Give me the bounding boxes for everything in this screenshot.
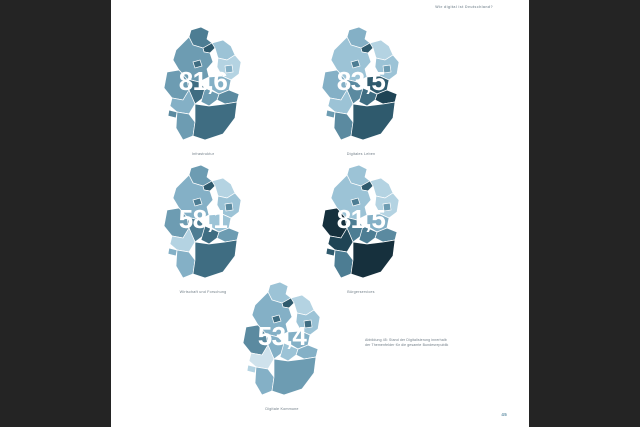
- region-baden-wuerttemberg: [333, 249, 354, 279]
- region-saarland: [325, 109, 336, 119]
- page-number: 45: [501, 412, 507, 417]
- region-thueringen: [358, 225, 378, 245]
- germany-map: 58,1: [143, 160, 263, 288]
- map-label: Digitale Kommune: [265, 407, 299, 411]
- map-cell-wirtschaft-forschung: 58,1 Wirtschaft und Forschung: [143, 160, 263, 294]
- germany-map: 81,6: [143, 22, 263, 150]
- region-saarland: [167, 247, 178, 257]
- germany-map: 81,5: [301, 160, 421, 288]
- map-label: Digitales Leben: [346, 152, 376, 156]
- region-baden-wuerttemberg: [175, 249, 196, 279]
- map-label: Wirtschaft und Forschung: [179, 290, 227, 294]
- region-thueringen: [358, 87, 378, 107]
- map-cell-buergerservices: 81,5 Bürgerservices: [301, 160, 421, 294]
- region-thueringen: [200, 87, 220, 107]
- map-cell-digitale-kommune: 53,4 Digitale Kommune: [222, 277, 342, 411]
- region-bremen: [271, 314, 282, 324]
- region-berlin: [224, 202, 234, 212]
- region-saarland: [167, 109, 178, 119]
- map-label: Infrastruktur: [191, 152, 215, 156]
- region-bayern: [271, 356, 317, 396]
- region-thueringen: [279, 342, 299, 362]
- region-saarland: [325, 247, 336, 257]
- page-header: Wie digital ist Deutschland?: [435, 5, 493, 9]
- region-berlin: [382, 64, 392, 74]
- region-bremen: [192, 197, 203, 207]
- germany-map: 83,5: [301, 22, 421, 150]
- region-bremen: [350, 197, 361, 207]
- region-rheinland-pfalz: [169, 227, 196, 253]
- region-rheinland-pfalz: [169, 89, 196, 115]
- region-bremen: [192, 59, 203, 69]
- document-page: Wie digital ist Deutschland?: [111, 0, 529, 427]
- region-bayern: [350, 101, 396, 141]
- region-baden-wuerttemberg: [333, 111, 354, 141]
- region-rheinland-pfalz: [327, 227, 354, 253]
- map-cell-digitales-leben: 83,5 Digitales Leben: [301, 22, 421, 156]
- region-bayern: [192, 101, 238, 141]
- map-label: Bürgerservices: [347, 290, 375, 294]
- region-bayern: [350, 239, 396, 279]
- region-rheinland-pfalz: [327, 89, 354, 115]
- region-saarland: [246, 364, 257, 374]
- region-berlin: [303, 319, 313, 329]
- figure-caption: Abbildung 45: Stand der Digitalisierung …: [365, 338, 449, 348]
- region-baden-wuerttemberg: [175, 111, 196, 141]
- region-thueringen: [200, 225, 220, 245]
- region-baden-wuerttemberg: [254, 366, 275, 396]
- region-berlin: [224, 64, 234, 74]
- region-bremen: [350, 59, 361, 69]
- map-cell-infrastruktur: 81,6 Infrastruktur: [143, 22, 263, 156]
- region-berlin: [382, 202, 392, 212]
- region-bayern: [192, 239, 238, 279]
- germany-map: 53,4: [222, 277, 342, 405]
- region-rheinland-pfalz: [248, 344, 275, 370]
